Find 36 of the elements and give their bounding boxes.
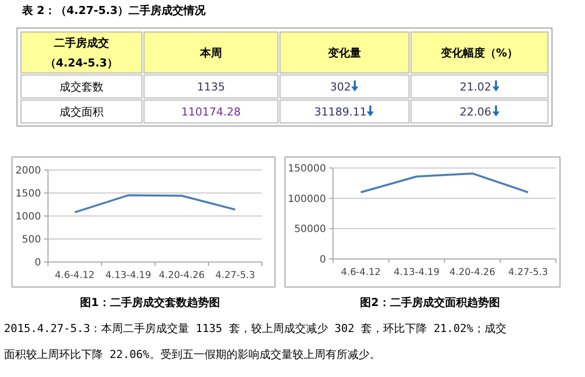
text: 2015.4.27-5.3：本周二手房成交量 1135 套，较上周成交减少 302 套，环比下降 21.02%；成交 [4, 322, 506, 335]
y-tick-label: 150000 [288, 164, 326, 174]
text: 成交面积 [60, 106, 104, 118]
text: 302 [330, 80, 351, 94]
x-tick-label: 4.20-4.26 [158, 270, 205, 281]
text: 图2：二手房成交面积趋势图 [360, 296, 500, 309]
text: 变化幅度（%） [440, 46, 518, 60]
x-tick-label: 4.27-5.3 [215, 270, 256, 281]
text: 图1：二手房成交套数趋势图 [80, 296, 220, 309]
y-tick-label: 50000 [294, 224, 326, 236]
text: 变化量 [327, 46, 361, 60]
y-tick-label: 100000 [288, 194, 326, 205]
y-tick-label: 500 [22, 234, 41, 246]
text: （4.24-5.3） [44, 56, 118, 70]
x-tick-label: 4.13-4.19 [105, 270, 152, 281]
x-tick-label: 4.13-4.19 [394, 267, 440, 278]
y-tick-label: 2000 [16, 166, 41, 176]
text: 面积较上周环比下降 22.06%。受到五一假期的影响成交量较上周有所减少。 [4, 348, 380, 361]
y-tick-label: 1000 [16, 212, 41, 222]
y-tick-label: 1500 [16, 188, 41, 200]
text: 成交套数 [60, 80, 104, 94]
text: 21.02 [460, 80, 492, 94]
text: 1135 [197, 80, 225, 94]
x-tick-label: 4.6-4.12 [54, 270, 95, 281]
y-tick-label: 0 [320, 254, 326, 266]
text: 22.06 [460, 106, 492, 118]
text: 110174.28 [181, 106, 241, 118]
text: 本周 [199, 46, 222, 60]
text: 表 2：（4.27-5.3）二手房成交情况 [21, 4, 207, 17]
x-tick-label: 4.6-4.12 [341, 267, 381, 278]
y-tick-label: 0 [34, 258, 41, 268]
text: 31189.11 [314, 106, 367, 118]
line-series [74, 194, 236, 214]
x-tick-label: 4.27-5.3 [508, 267, 548, 278]
text: 二手房成交 [54, 36, 109, 50]
x-tick-label: 4.20-4.26 [450, 267, 496, 278]
